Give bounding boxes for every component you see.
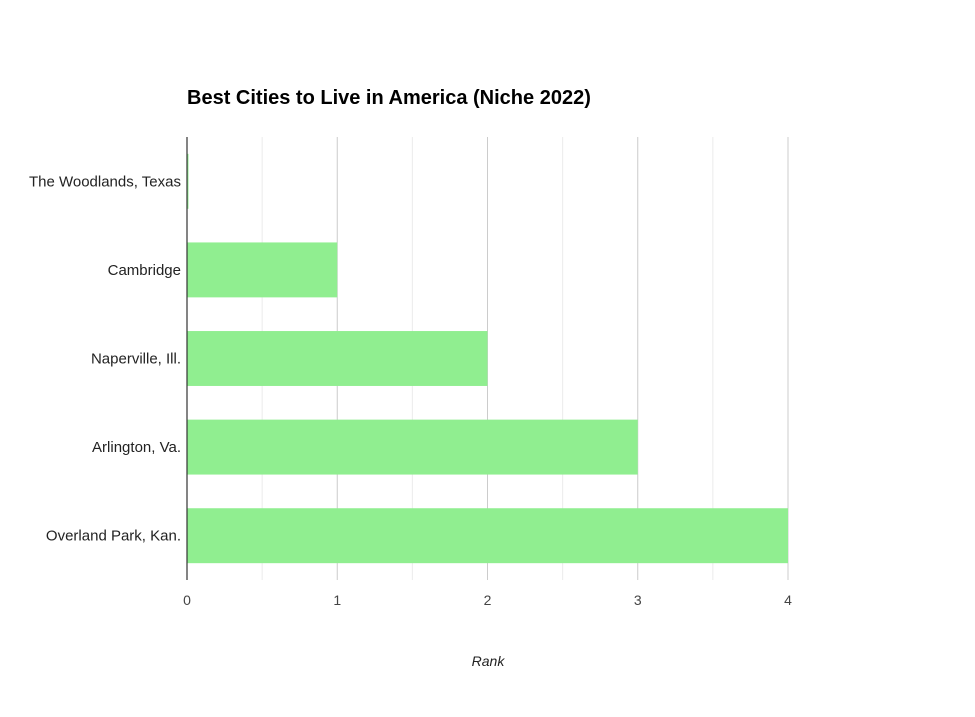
x-axis-title: Rank bbox=[472, 653, 506, 669]
bar[interactable] bbox=[187, 419, 638, 475]
bars bbox=[187, 153, 788, 564]
category-label: Overland Park, Kan. bbox=[46, 528, 181, 545]
category-label: The Woodlands, Texas bbox=[29, 173, 181, 190]
category-label: Naperville, Ill. bbox=[91, 351, 181, 368]
bar[interactable] bbox=[187, 153, 189, 209]
bar[interactable] bbox=[187, 331, 488, 386]
x-tick-label: 0 bbox=[183, 592, 191, 608]
category-labels: The Woodlands, Texas Cambridge Naperville,… bbox=[29, 173, 181, 544]
bar[interactable] bbox=[187, 508, 788, 564]
x-tick-labels: 0 1 2 3 4 bbox=[183, 592, 792, 608]
bar[interactable] bbox=[187, 242, 338, 298]
x-tick-label: 3 bbox=[634, 592, 642, 608]
x-tick-label: 1 bbox=[333, 592, 341, 608]
x-tick-label: 4 bbox=[784, 592, 792, 608]
x-tick-label: 2 bbox=[484, 592, 492, 608]
category-label: Arlington, Va. bbox=[92, 439, 181, 456]
category-label: Cambridge bbox=[108, 262, 181, 279]
chart-title: Best Cities to Live in America (Niche 20… bbox=[187, 87, 591, 109]
